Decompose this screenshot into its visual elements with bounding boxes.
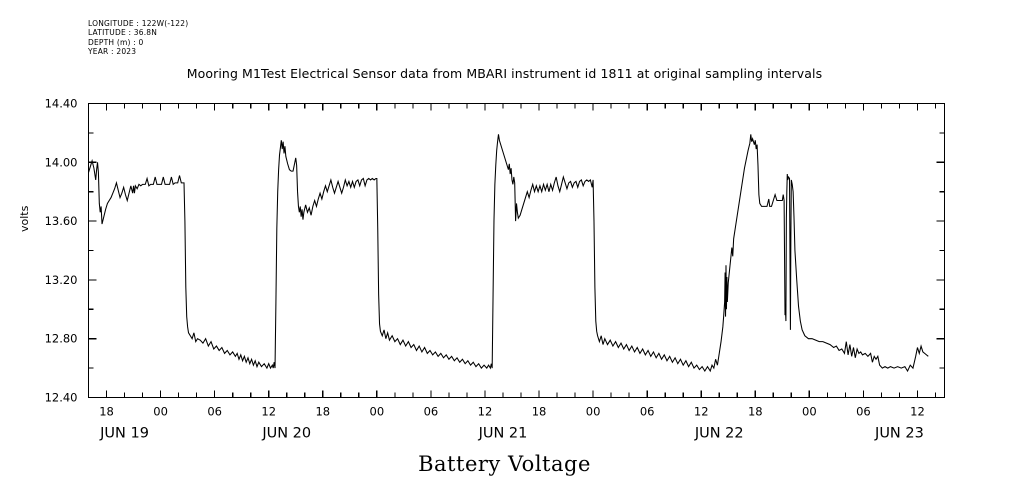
x-tick-label: 00 — [586, 405, 601, 419]
y-tick-label: 14.40 — [45, 97, 78, 111]
y-tick-label: 13.60 — [45, 214, 78, 228]
station-metadata: LONGITUDE : 122W(-122) LATITUDE : 36.8N … — [88, 19, 188, 56]
chart-title: Mooring M1Test Electrical Sensor data fr… — [186, 66, 823, 81]
x-tick-label: 18 — [99, 405, 114, 419]
x-tick-label: 18 — [748, 405, 763, 419]
x-day-label: JUN 23 — [874, 426, 924, 442]
x-day-label: JUN 21 — [478, 426, 528, 442]
y-tick-label: 14.00 — [45, 155, 78, 169]
y-axis-ticks — [88, 102, 945, 399]
x-axis-ticks — [87, 103, 937, 398]
metadata-year: YEAR : 2023 — [88, 46, 137, 56]
x-tick-label: 00 — [802, 405, 817, 419]
plot-frame — [87, 102, 946, 399]
x-tick-label: 12 — [910, 405, 925, 419]
y-tick-label: 12.40 — [45, 391, 78, 405]
data-trace-group — [87, 134, 929, 373]
x-tick-label: 06 — [640, 405, 655, 419]
x-tick-label: 12 — [478, 405, 493, 419]
y-axis-labels: 12.40 12.80 13.20 13.60 14.00 14.40 — [45, 97, 78, 405]
x-tick-label: 06 — [856, 405, 871, 419]
x-tick-label: 12 — [694, 405, 709, 419]
y-tick-label: 12.80 — [45, 332, 78, 346]
metadata-latitude: LATITUDE : 36.8N — [88, 28, 158, 38]
x-tick-label: 12 — [261, 405, 276, 419]
x-day-label: JUN 22 — [694, 426, 744, 442]
metadata-depth: DEPTH (m) : 0 — [88, 37, 144, 47]
y-tick-label: 13.20 — [45, 273, 78, 287]
x-day-label: JUN 19 — [99, 426, 149, 442]
x-tick-label: 06 — [424, 405, 439, 419]
x-tick-label: 00 — [153, 405, 168, 419]
x-tick-label: 06 — [207, 405, 222, 419]
x-day-label: JUN 20 — [261, 426, 311, 442]
x-tick-label: 18 — [315, 405, 330, 419]
x-tick-label: 00 — [370, 405, 385, 419]
x-axis-labels: 18 00 06 12 18 00 06 12 18 00 06 12 18 00 06 12 JUN 19 JU… — [99, 405, 925, 442]
x-tick-label: 18 — [532, 405, 547, 419]
data-trace — [87, 134, 929, 373]
chart-caption: Battery Voltage — [418, 452, 591, 476]
metadata-longitude: LONGITUDE : 122W(-122) — [88, 19, 189, 28]
